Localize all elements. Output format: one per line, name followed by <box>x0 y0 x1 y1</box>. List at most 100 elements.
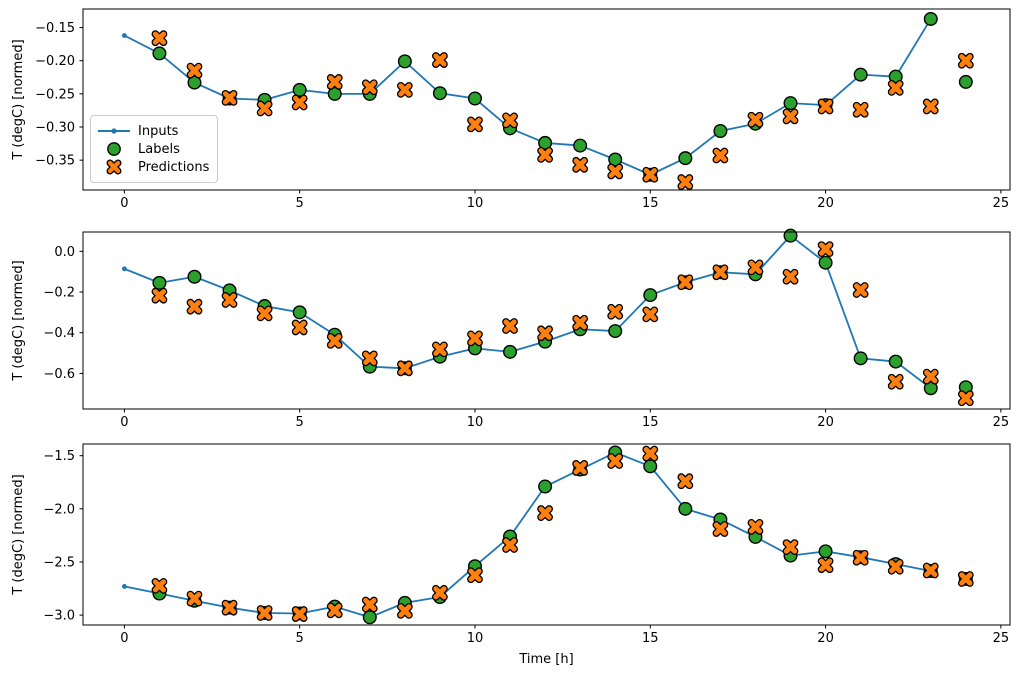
labels-marker <box>608 152 623 167</box>
x-tick-label: 5 <box>296 631 304 646</box>
predictions-marker <box>468 117 482 131</box>
labels-marker <box>327 86 342 101</box>
x-tick-label: 20 <box>817 631 834 646</box>
y-tick-label: −0.25 <box>35 87 75 102</box>
subplot-2: 0 5 10 15 20 25 0.0 −0.2 −0.4 −0.6 T (degC) [norme… <box>11 228 1011 430</box>
predictions-marker <box>573 158 587 172</box>
predictions-marker <box>503 113 517 127</box>
x-tick-label: 5 <box>296 415 304 430</box>
axes-spines <box>82 443 1011 626</box>
predictions-marker <box>713 265 727 279</box>
legend-label-inputs: Inputs <box>138 123 179 139</box>
labels-marker <box>292 82 307 97</box>
axes-spines <box>82 8 1011 191</box>
predictions-marker <box>187 592 202 606</box>
x-tick-label: 0 <box>120 196 128 211</box>
labels-marker <box>783 228 798 243</box>
labels-marker <box>643 459 658 474</box>
labels-marker <box>187 75 202 90</box>
predictions-marker <box>293 607 307 621</box>
inputs-point <box>121 266 127 272</box>
labels-marker <box>432 86 447 101</box>
predictions-marker <box>433 586 447 600</box>
predictions-marker <box>643 307 657 321</box>
labels-marker <box>713 123 728 138</box>
labels-marker <box>888 354 903 369</box>
predictions-marker <box>152 579 167 593</box>
x-tick-label: 0 <box>120 631 128 646</box>
predictions-marker <box>748 260 763 274</box>
predictions-marker <box>783 540 798 554</box>
predictions-marker <box>818 242 833 256</box>
inputs-line <box>124 451 931 619</box>
predictions-marker <box>959 391 973 405</box>
y-tick-label: −0.35 <box>35 154 75 169</box>
predictions-marker <box>854 103 868 117</box>
y-tick-label: −0.20 <box>35 54 75 69</box>
labels-marker <box>538 479 553 494</box>
predictions-marker <box>433 342 447 356</box>
x-tick-label: 15 <box>642 415 659 430</box>
y-tick-label: −3.0 <box>43 609 75 624</box>
predictions-marker <box>748 520 763 534</box>
predictions-marker <box>363 597 377 612</box>
legend-label-labels: Labels <box>138 141 180 157</box>
x-tick-label: 25 <box>993 415 1010 430</box>
inputs-point <box>121 33 127 38</box>
x-tick-label: 0 <box>120 415 128 430</box>
y-axis-label: T (degC) [normed] <box>11 260 26 381</box>
labels-marker <box>152 46 167 61</box>
labels-marker <box>958 74 973 89</box>
x-icon <box>106 159 122 175</box>
predictions-marker <box>678 275 692 289</box>
axes-spines <box>82 231 1011 410</box>
predictions-marker <box>783 270 798 284</box>
predictions-marker <box>398 361 412 375</box>
y-tick-label: −0.6 <box>43 367 75 382</box>
predictions-marker <box>818 99 833 114</box>
predictions-marker <box>503 319 517 333</box>
predictions-marker <box>152 289 167 303</box>
predictions-marker <box>608 454 622 468</box>
x-tick-label: 15 <box>642 196 659 211</box>
predictions-marker <box>854 283 868 297</box>
x-tick-label: 20 <box>817 415 834 430</box>
labels-marker <box>362 610 377 625</box>
y-tick-label: −0.30 <box>35 121 75 136</box>
labels-marker <box>678 501 693 516</box>
y-tick-label: −2.5 <box>43 555 75 570</box>
labels-marker <box>923 11 938 26</box>
y-tick-label: −2.0 <box>43 502 75 517</box>
predictions-marker <box>363 80 377 94</box>
predictions-marker <box>573 316 587 330</box>
predictions-marker <box>573 461 587 475</box>
predictions-marker <box>959 54 973 68</box>
predictions-marker <box>713 522 727 536</box>
labels-marker <box>783 96 798 111</box>
subplot-1: 0 5 10 15 20 25 −0.15 −0.20 −0.25 −0.30 −0.35 T (de… <box>11 8 1011 211</box>
inputs-point <box>121 584 127 589</box>
labels-marker <box>152 275 167 290</box>
legend: Inputs Labels Predictions <box>90 115 218 183</box>
predictions-marker <box>538 148 552 162</box>
predictions-marker <box>258 101 272 116</box>
line-dot-icon <box>98 128 130 134</box>
labels-marker <box>818 544 833 559</box>
predictions-marker <box>433 53 447 67</box>
predictions-marker <box>608 164 622 179</box>
labels-marker <box>678 151 693 166</box>
predictions-marker <box>503 538 517 552</box>
predictions-marker <box>889 375 903 389</box>
predictions-marker <box>889 560 903 574</box>
labels-marker <box>853 351 868 366</box>
x-axis-label: Time [h] <box>518 652 573 667</box>
x-tick-label: 25 <box>993 196 1010 211</box>
predictions-marker <box>293 95 307 110</box>
predictions-marker <box>713 148 727 163</box>
y-axis-label: T (degC) [normed] <box>11 474 26 595</box>
labels-marker <box>818 255 833 270</box>
predictions-marker <box>328 75 342 89</box>
x-tick-label: 10 <box>467 631 484 646</box>
